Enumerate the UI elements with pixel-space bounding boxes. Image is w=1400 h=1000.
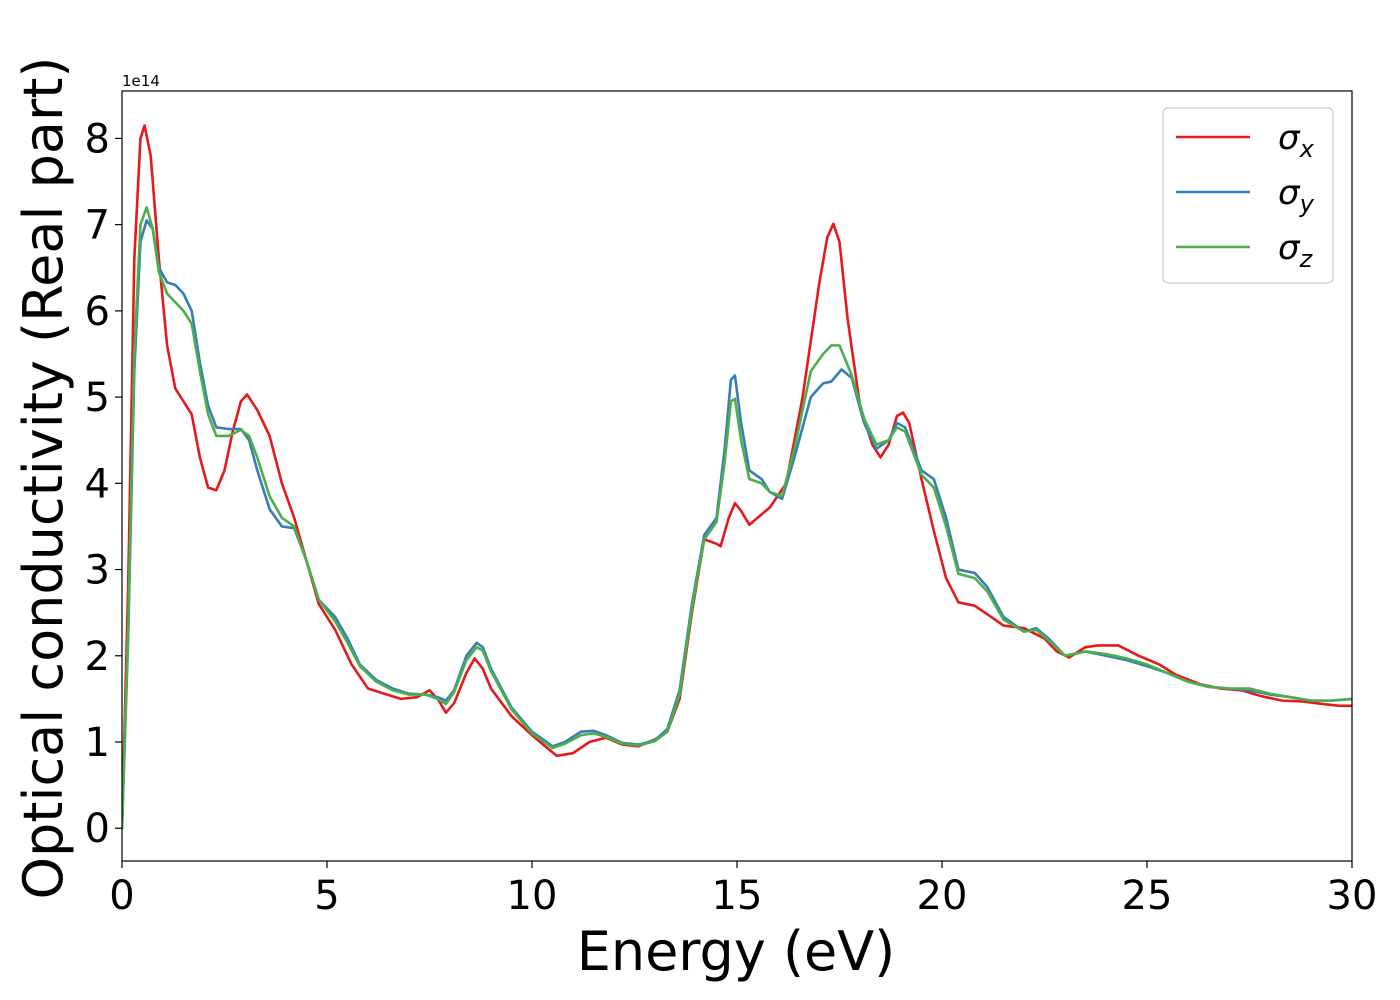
y-tick-label: 4 <box>85 461 110 507</box>
y-tick-label: 3 <box>85 548 110 594</box>
y-tick-label: 1 <box>85 720 110 766</box>
plot-area <box>122 91 1352 861</box>
y-tick-label: 8 <box>85 116 110 162</box>
y-tick-label: 2 <box>85 634 110 680</box>
x-tick-label: 25 <box>1122 873 1173 919</box>
legend-label-y: σy <box>1278 173 1315 218</box>
y-tick-label: 6 <box>85 289 110 335</box>
legend-label-x: σx <box>1278 118 1315 163</box>
y-tick-label: 7 <box>85 203 110 249</box>
legend-box <box>1162 107 1334 284</box>
y-axis-title: Optical conductivity (Real part) <box>12 57 75 900</box>
x-tick-label: 5 <box>314 873 339 919</box>
series-line-z <box>122 206 1352 830</box>
legend: σx σy σz <box>1162 107 1334 284</box>
y-tick-label: 5 <box>85 375 110 421</box>
y-offset-label: 1e14 <box>122 72 160 90</box>
x-tick-label: 15 <box>712 873 763 919</box>
x-tick-label: 30 <box>1327 873 1378 919</box>
x-tick-label: 20 <box>917 873 968 919</box>
x-tick-label: 10 <box>507 873 558 919</box>
series-lines <box>122 124 1352 830</box>
legend-label-z: σz <box>1278 228 1314 273</box>
x-tick-label: 0 <box>109 873 134 919</box>
x-axis-title: Energy (eV) <box>577 920 896 983</box>
y-tick-label: 0 <box>85 806 110 852</box>
